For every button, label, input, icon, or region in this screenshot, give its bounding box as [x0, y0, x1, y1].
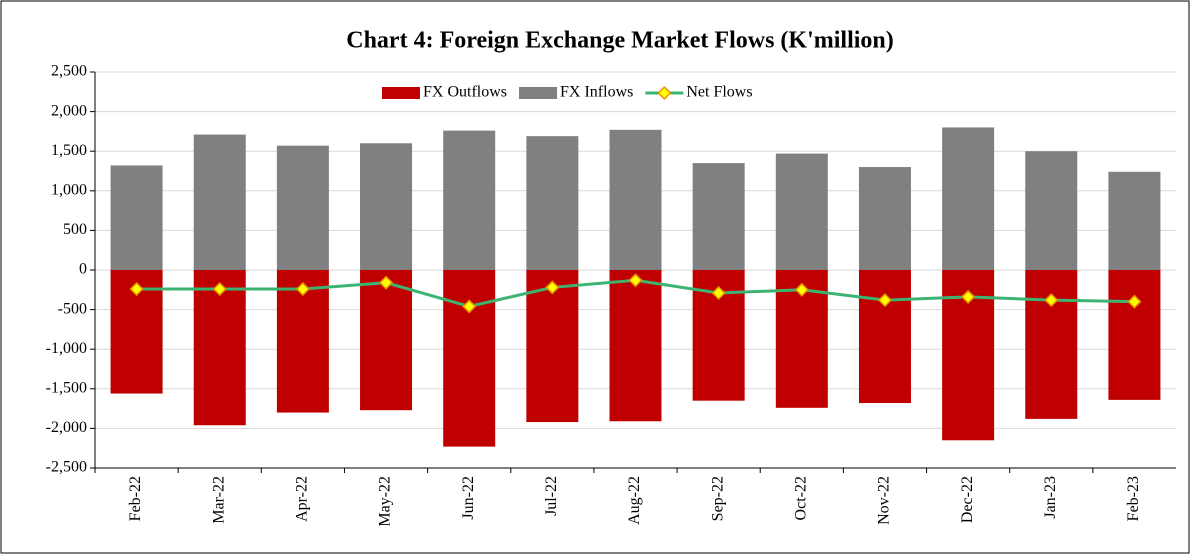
legend-label: FX Outflows: [423, 84, 507, 101]
marker: [212, 281, 227, 297]
x-tick-label: Feb-22: [127, 476, 144, 521]
chart-title: Chart 4: Foreign Exchange Market Flows (…: [346, 28, 894, 54]
x-tick-label: Jun-22: [460, 476, 477, 520]
y-tick-label: 2,500: [51, 63, 87, 80]
x-tick-label: Feb-23: [1125, 476, 1142, 521]
bar: [858, 270, 911, 404]
legend-swatch: [657, 85, 672, 101]
bar: [692, 163, 745, 270]
y-tick-label: -2,500: [46, 459, 87, 476]
x-tick-label: May-22: [377, 476, 394, 527]
x-tick-label: Dec-22: [959, 476, 976, 523]
legend-label: Net Flows: [686, 84, 752, 101]
bar: [443, 270, 496, 447]
marker: [961, 289, 976, 304]
marker: [711, 285, 726, 301]
y-tick-label: 0: [79, 261, 87, 278]
bar: [526, 270, 579, 423]
y-tick-label: 1,500: [51, 142, 87, 159]
marker: [794, 282, 809, 297]
bar: [609, 129, 662, 270]
bar: [1108, 171, 1161, 270]
y-tick-label: -1,000: [46, 340, 87, 357]
y-tick-label: -2,000: [46, 419, 87, 436]
marker: [1127, 294, 1142, 309]
x-tick-label: Jan-23: [1042, 476, 1059, 519]
y-tick-label: 1,000: [51, 181, 87, 198]
bar: [1108, 270, 1161, 400]
x-tick-label: Sep-22: [709, 476, 726, 521]
bar: [360, 143, 413, 270]
bar: [110, 165, 163, 270]
marker: [1044, 293, 1059, 308]
marker: [877, 293, 893, 308]
legend-label: FX Inflows: [560, 84, 633, 101]
x-tick-label: Oct-22: [792, 476, 809, 520]
x-tick-label: Apr-22: [294, 476, 311, 522]
marker: [295, 281, 310, 297]
bar: [942, 127, 995, 270]
bar: [775, 153, 828, 270]
bar: [526, 136, 579, 270]
bar: [193, 134, 246, 270]
x-tick-label: Aug-22: [626, 476, 643, 525]
y-tick-label: 2,000: [51, 102, 87, 119]
y-tick-label: 500: [63, 221, 87, 238]
x-tick-label: Jul-22: [543, 476, 560, 516]
marker: [462, 299, 477, 314]
bar: [1025, 151, 1078, 270]
x-tick-label: Mar-22: [210, 476, 227, 524]
y-tick-label: -500: [58, 300, 87, 317]
bar: [276, 145, 329, 270]
marker: [378, 275, 394, 290]
legend-swatch: [382, 87, 420, 99]
bar: [858, 167, 911, 270]
marker: [129, 281, 144, 297]
bar: [360, 270, 413, 411]
legend-swatch: [519, 87, 558, 99]
y-tick-label: -1,500: [46, 379, 87, 396]
bar: [1025, 270, 1078, 419]
bar: [443, 130, 496, 270]
x-tick-label: Nov-22: [876, 476, 893, 525]
marker: [545, 280, 560, 295]
marker: [628, 273, 643, 288]
bar: [609, 270, 662, 422]
